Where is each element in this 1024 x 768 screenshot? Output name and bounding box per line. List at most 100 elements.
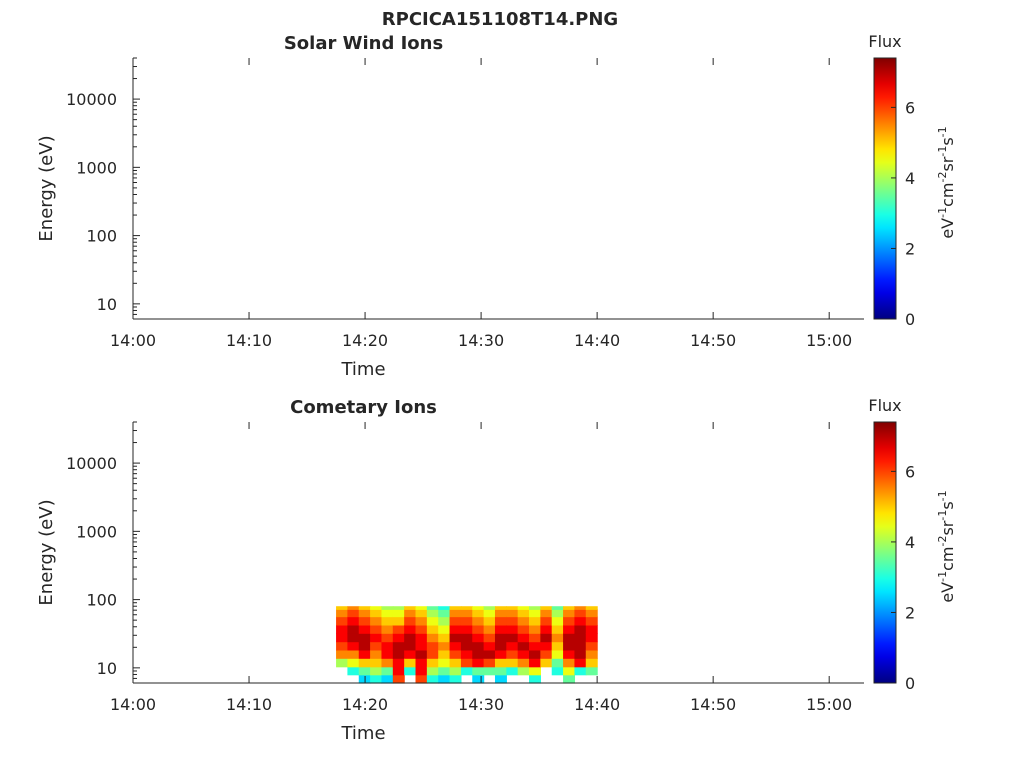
heatmap-cell [585, 649, 598, 659]
heatmap-cell [494, 624, 507, 634]
heatmap-cell [529, 666, 541, 676]
heatmap-cell [517, 624, 530, 634]
heatmap-cell [472, 609, 485, 618]
x-tick-label: 14:00 [110, 695, 156, 714]
heatmap-cell [540, 658, 553, 668]
heatmap-cell [336, 606, 349, 610]
heatmap-cell [574, 633, 587, 643]
heatmap-cell [415, 666, 428, 676]
heatmap-cell [460, 606, 473, 610]
heatmap-cell [506, 609, 519, 618]
heatmap-cell [472, 658, 485, 668]
colorbar-gradient [873, 421, 897, 684]
heatmap-cell [563, 633, 576, 643]
heatmap-cell [551, 641, 564, 651]
heatmap-cell [529, 624, 541, 634]
heatmap-cell [494, 609, 507, 618]
heatmap-cell [347, 666, 360, 676]
colorbar-tick-label: 0 [905, 674, 915, 693]
heatmap-cell [370, 674, 383, 684]
heatmap-cell [370, 606, 383, 610]
heatmap-cell [426, 606, 439, 610]
heatmap-cell [574, 616, 587, 626]
heatmap-cell [358, 606, 371, 610]
y-tick-label: 10 [97, 295, 117, 314]
heatmap-cell [574, 641, 587, 651]
heatmap-cell [381, 609, 394, 618]
heatmap-cell [540, 641, 553, 651]
heatmap-cell [483, 658, 496, 668]
heatmap-cell [460, 649, 473, 659]
heatmap-cell [472, 666, 485, 676]
heatmap-cell [358, 616, 371, 626]
heatmap-cell [585, 616, 598, 626]
heatmap-cell [438, 666, 451, 676]
y-axis-label: Energy (eV) [36, 499, 57, 605]
heatmap-cell [585, 606, 598, 610]
heatmap-cell [404, 609, 417, 618]
y-tick-label: 10000 [66, 90, 117, 109]
heatmap-cell [506, 606, 519, 610]
heatmap-cell [347, 606, 360, 610]
heatmap-cell [370, 624, 383, 634]
colorbar-gradient [873, 57, 897, 320]
heatmap-cell [358, 633, 371, 643]
heatmap-cell [483, 606, 496, 610]
heatmap-cell [370, 658, 383, 668]
heatmap-cell [585, 624, 598, 634]
heatmap-cell [370, 641, 383, 651]
heatmap-cell [472, 641, 485, 651]
heatmap-cell [358, 649, 371, 659]
colorbar-tick-label: 2 [905, 239, 915, 258]
heatmap-cell [415, 606, 428, 610]
heatmap-cell [370, 649, 383, 659]
x-tick-label: 14:00 [110, 331, 156, 350]
x-tick-label: 14:40 [574, 695, 620, 714]
heatmap-cell [392, 609, 405, 618]
heatmap-cell [438, 606, 451, 610]
heatmap-cell [574, 624, 587, 634]
heatmap-cell [392, 641, 405, 651]
heatmap-cell [494, 658, 507, 668]
heatmap-cell [426, 649, 439, 659]
heatmap-cell [574, 666, 587, 676]
heatmap-cell [540, 649, 553, 659]
heatmap-cell [370, 633, 383, 643]
heatmap-cell [449, 649, 462, 659]
heatmap-cell [529, 616, 541, 626]
heatmap-cell [381, 666, 394, 676]
heatmap-cell [529, 606, 541, 610]
heatmap-cell [585, 633, 598, 643]
y-tick-label: 10000 [66, 454, 117, 473]
heatmap-cell [551, 606, 564, 610]
heatmap-cell [483, 666, 496, 676]
heatmap-cell [472, 674, 485, 684]
heatmap-cell [449, 609, 462, 618]
heatmap-cell [347, 624, 360, 634]
heatmap-cell [438, 633, 451, 643]
heatmap-cell [415, 641, 428, 651]
heatmap-cell [336, 633, 349, 643]
heatmap-cell [506, 633, 519, 643]
heatmap-cell [517, 609, 530, 618]
x-tick-label: 14:40 [574, 331, 620, 350]
heatmap-cell [529, 674, 541, 684]
heatmap-cell [563, 606, 576, 610]
heatmap-cell [336, 616, 349, 626]
heatmap-cell [506, 616, 519, 626]
heatmap-cell [551, 616, 564, 626]
heatmap-cell [551, 633, 564, 643]
heatmap-cell [438, 616, 451, 626]
heatmap-cell [404, 658, 417, 668]
y-tick-label: 1000 [76, 158, 117, 177]
heatmap-cell [426, 609, 439, 618]
heatmap-cell [506, 641, 519, 651]
heatmap-cell [449, 606, 462, 610]
heatmap-cell [336, 624, 349, 634]
heatmap-cell [449, 616, 462, 626]
heatmap-cell [460, 666, 473, 676]
heatmap-cell [404, 616, 417, 626]
colorbar-title: Flux [868, 396, 901, 415]
heatmap-cell [370, 666, 383, 676]
